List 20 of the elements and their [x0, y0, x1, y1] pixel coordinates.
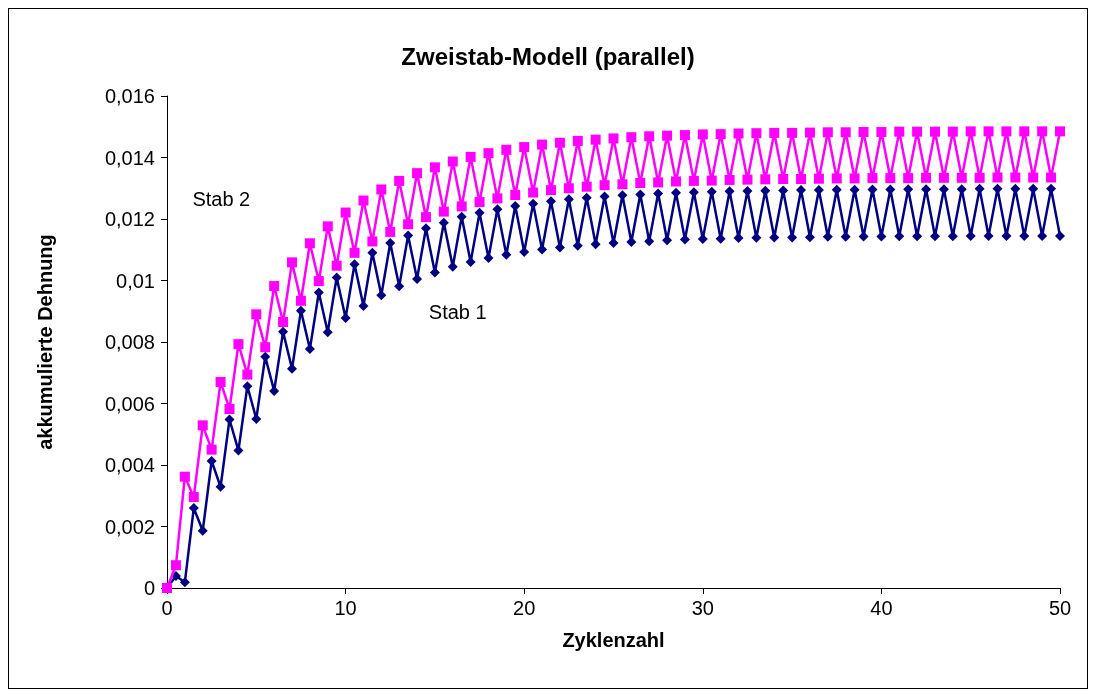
y-tick-label: 0 [143, 577, 155, 599]
x-tick-label: 10 [334, 597, 357, 619]
x-axis-title: Zyklenzahl [562, 629, 665, 651]
y-tick-label: 0,004 [104, 454, 155, 476]
y-tick-label: 0,002 [104, 515, 155, 538]
y-tick-label: 0,006 [104, 392, 155, 415]
y-tick-label: 0,014 [104, 146, 155, 169]
x-tick-label: 20 [513, 597, 536, 619]
y-tick-label: 0,012 [104, 208, 155, 230]
y-axis-title: akkumulierte Dehnung [34, 234, 56, 450]
series-label: Stab 1 [428, 300, 487, 323]
x-tick-label: 50 [1048, 597, 1072, 619]
y-tick-label: 0,008 [104, 331, 155, 353]
x-tick-label: 0 [161, 597, 173, 619]
chart-title: Zweistab-Modell (parallel) [401, 42, 695, 70]
x-tick-label: 40 [870, 597, 893, 619]
x-tick-label: 30 [691, 597, 714, 619]
y-tick-label: 0,01 [116, 269, 155, 292]
text: Stab 2 [192, 188, 251, 211]
y-tick-label: 0,016 [104, 85, 155, 107]
